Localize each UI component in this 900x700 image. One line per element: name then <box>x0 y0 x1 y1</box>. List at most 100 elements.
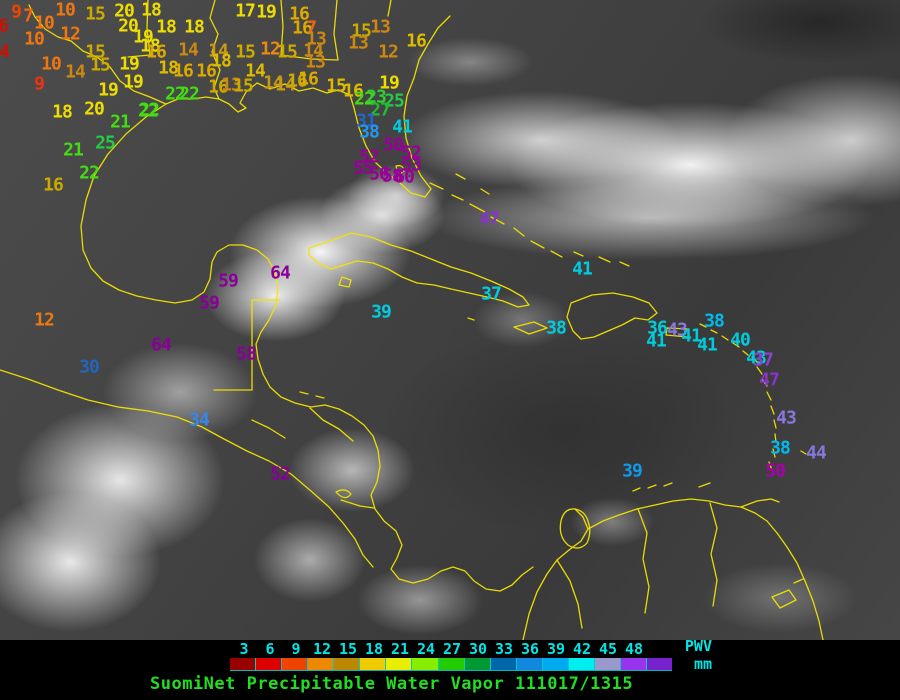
satellite-cloud-imagery <box>0 0 900 640</box>
colorbar-segment <box>411 658 438 670</box>
station-pwv-value: 16 <box>208 76 229 98</box>
station-pwv-value: 10 <box>41 53 62 75</box>
station-pwv-value: 19 <box>379 72 400 94</box>
station-pwv-value: 39 <box>371 301 392 323</box>
station-pwv-value: 59 <box>218 270 239 292</box>
colorbar-tick-label: 33 <box>494 640 514 658</box>
station-pwv-value: 15 <box>235 41 256 63</box>
station-pwv-value: 14 <box>303 40 324 62</box>
colorbar-segment <box>385 658 412 670</box>
caribbean-islands <box>308 173 807 609</box>
colorbar-segment <box>437 658 464 670</box>
station-pwv-value: 43 <box>776 407 797 429</box>
colorbar-segment <box>567 658 594 670</box>
station-pwv-value: 12 <box>378 41 399 63</box>
colorbar-segment <box>515 658 542 670</box>
station-pwv-value: 38 <box>546 317 567 339</box>
border-path <box>213 299 375 509</box>
lake-nicaragua <box>335 489 352 499</box>
station-pwv-value: 43 <box>746 347 767 369</box>
station-pwv-value: 20 <box>84 98 105 120</box>
station-pwv-value: 18 <box>211 50 232 72</box>
colorbar-tick-label: 45 <box>598 640 618 658</box>
station-pwv-value: 12 <box>34 309 55 331</box>
station-pwv-value: 31 <box>356 110 377 132</box>
river-path <box>556 502 718 629</box>
station-pwv-value: 58 <box>236 343 257 365</box>
station-pwv-value: 22 <box>138 100 159 122</box>
station-pwv-value: 64 <box>151 334 172 356</box>
south-america-coast <box>522 498 824 640</box>
station-pwv-value: 10 <box>24 28 45 50</box>
station-pwv-value: 37 <box>753 349 774 371</box>
colorbar-segment <box>333 658 360 670</box>
station-pwv-value: 30 <box>79 356 100 378</box>
central-america-borders <box>213 299 375 509</box>
colorbar-tick-label: 42 <box>572 640 592 658</box>
colorbar-tick-label: 9 <box>291 640 301 658</box>
legend-band: 3 6 9 12 15 18 21 24 27 30 33 36 39 42 45 48 PWV mm Suo… <box>0 637 900 700</box>
station-pwv-value: 16 <box>43 174 64 196</box>
station-pwv-value: 52 <box>270 463 291 485</box>
station-pwv-value: 15 <box>326 75 347 97</box>
north-america-coast <box>0 0 534 592</box>
coastline-path <box>80 103 534 592</box>
station-pwv-value: 34 <box>189 409 210 431</box>
colorbar-segment <box>230 658 256 670</box>
station-pwv-value: 41 <box>681 325 702 347</box>
isle-of-youth <box>338 276 352 288</box>
border-path <box>127 0 392 100</box>
station-pwv-value: 19 <box>133 26 154 48</box>
colorbar-tick-label: 3 <box>239 640 249 658</box>
station-pwv-value: 43 <box>667 319 688 341</box>
station-pwv-value: 16 <box>289 3 310 25</box>
station-pwv-value: 20 <box>114 0 135 22</box>
colorbar-tick-label: 21 <box>390 640 410 658</box>
station-pwv-value: 14 <box>65 61 86 83</box>
station-pwv-value: 16 <box>343 80 364 102</box>
cuba-coast <box>308 232 530 308</box>
station-pwv-value: 22 <box>165 83 186 105</box>
station-pwv-value: 14 <box>208 40 229 62</box>
lake-maracaibo <box>559 508 591 549</box>
colorbar-tick-label: 6 <box>265 640 275 658</box>
bahamas <box>429 173 630 321</box>
station-pwv-value: 4 <box>0 41 10 63</box>
station-pwv-value: 7 <box>306 17 317 39</box>
station-pwv-value: 64 <box>270 262 291 284</box>
station-pwv-value: 16 <box>173 60 194 82</box>
station-pwv-value: 53 <box>401 154 422 176</box>
station-pwv-value: 22 <box>79 162 100 184</box>
station-pwv-value: 18 <box>156 16 177 38</box>
colorbar-segment <box>281 658 308 670</box>
station-pwv-value: 22 <box>354 88 375 110</box>
station-pwv-value: 21 <box>110 111 131 133</box>
station-pwv-value: 40 <box>730 329 751 351</box>
station-pwv-value: 7 <box>23 5 34 27</box>
caption-text: SuomiNet Precipitable Water Vapor 111017… <box>150 674 634 694</box>
station-pwv-value: 14 <box>245 60 266 82</box>
station-pwv-value: 41 <box>572 258 593 280</box>
station-pwv-value: 47 <box>759 369 780 391</box>
station-pwv-value: 9 <box>11 1 22 23</box>
station-pwv-value: 15 <box>233 75 254 97</box>
station-pwv-value: 10 <box>34 12 55 34</box>
colorbar-segment <box>463 658 490 670</box>
station-pwv-value: 37 <box>481 283 502 305</box>
station-pwv-value: 25 <box>95 132 116 154</box>
station-pwv-value: 41 <box>697 334 718 356</box>
colorbar-tick-label: 18 <box>364 640 384 658</box>
unit-mm-label: mm <box>693 655 712 673</box>
station-pwv-value: 19 <box>123 71 144 93</box>
colorbar-segment <box>646 658 673 670</box>
station-pwv-value: 9 <box>34 73 45 95</box>
colorbar-tick-label: 15 <box>338 640 358 658</box>
colorbar-segment <box>489 658 516 670</box>
station-pwv-value: 13 <box>305 51 326 73</box>
station-pwv-value: 19 <box>256 1 277 23</box>
station-pwv-value: 15 <box>277 41 298 63</box>
coastline-overlay <box>0 0 824 640</box>
station-pwv-value: 39 <box>622 460 643 482</box>
colorbar-segment <box>619 658 646 670</box>
station-pwv-value: 14 <box>178 39 199 61</box>
